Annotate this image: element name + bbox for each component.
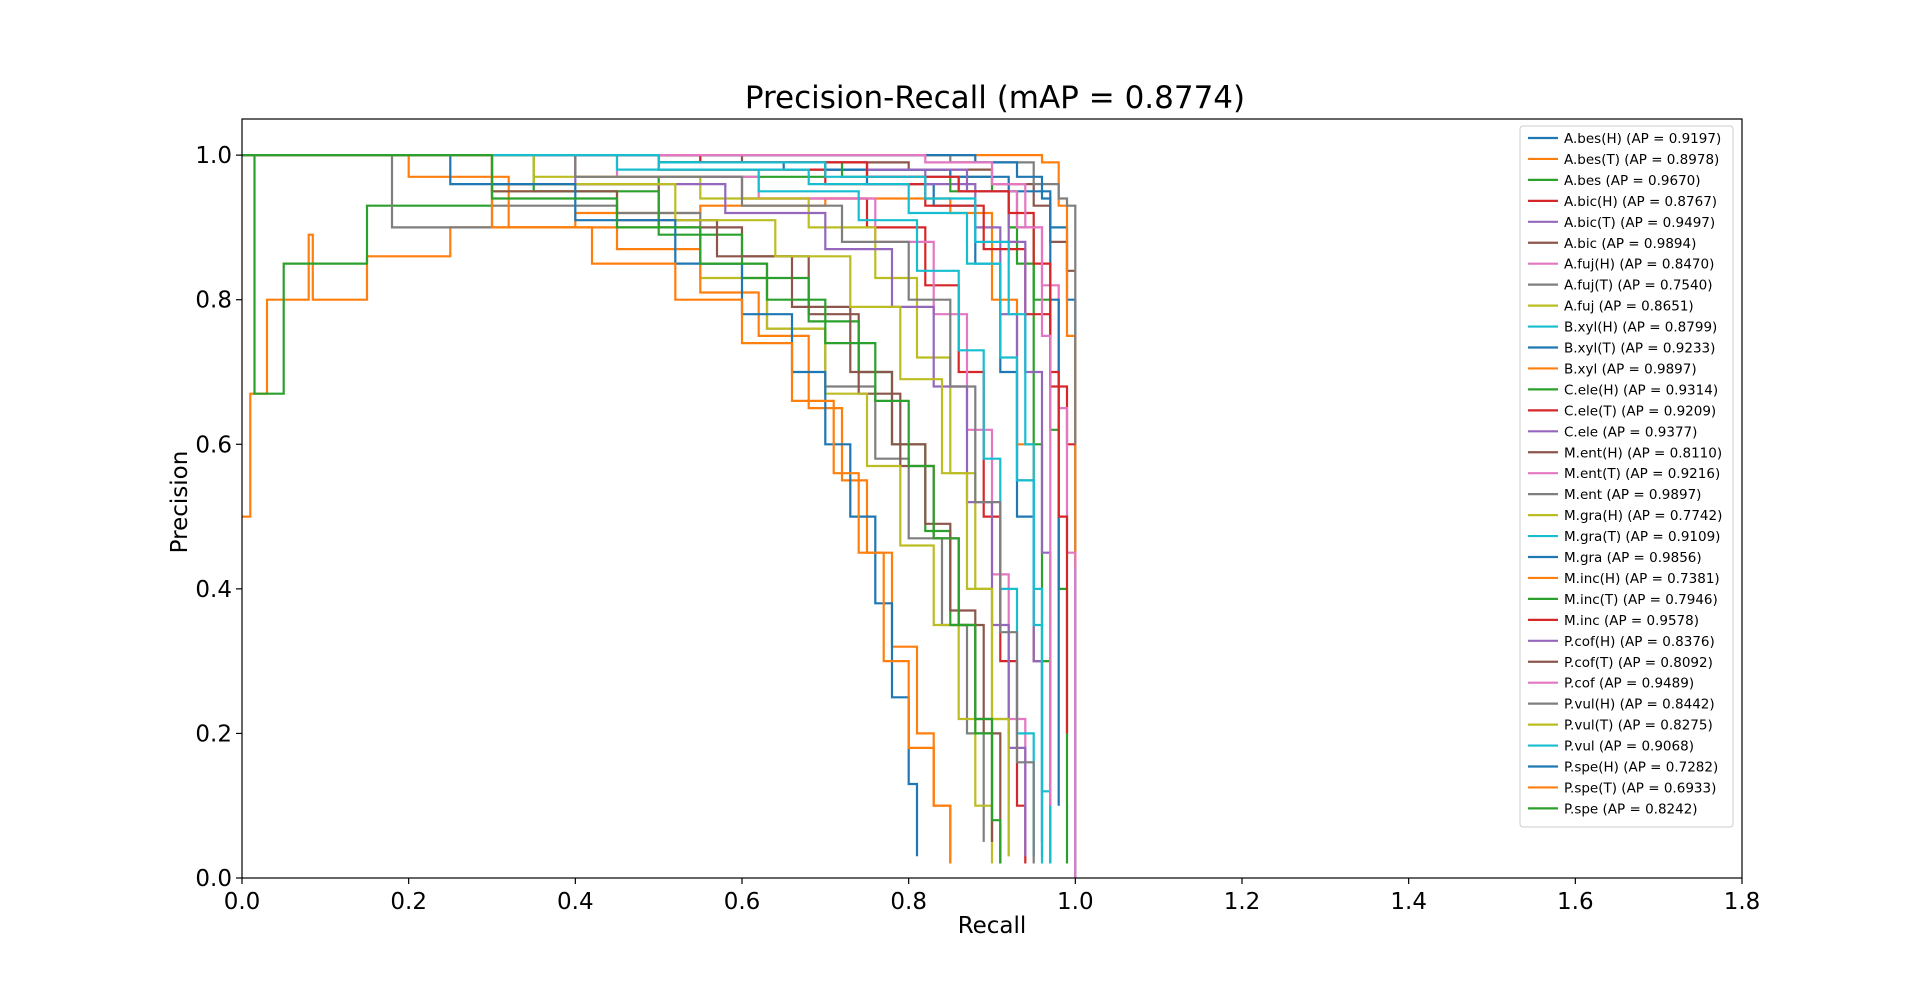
legend-label: P.spe(T) (AP = 0.6933) [1564,780,1716,796]
y-tick-label: 0.0 [195,866,232,892]
series-line-20 [242,154,1060,806]
legend-label: M.inc(T) (AP = 0.7946) [1564,592,1718,608]
legend-label: A.bic(H) (AP = 0.8767) [1564,194,1717,210]
y-tick-label: 0.6 [195,432,232,458]
legend-label: M.ent(T) (AP = 0.9216) [1564,466,1720,482]
legend-label: P.spe (AP = 0.8242) [1564,801,1698,817]
legend-label: P.cof (AP = 0.9489) [1564,676,1694,692]
legend-label: B.xyl(H) (AP = 0.8799) [1564,320,1717,336]
legend-label: A.bes (AP = 0.9670) [1564,173,1701,189]
series-line-28 [242,154,1010,857]
legend-label: P.vul(H) (AP = 0.8442) [1564,697,1715,713]
legend-label: A.fuj(H) (AP = 0.8470) [1564,257,1714,273]
series-line-30 [242,154,919,857]
legend-label: M.inc (AP = 0.9578) [1564,613,1699,629]
axes-frame [241,118,1743,879]
legend-label: M.gra(T) (AP = 0.9109) [1564,529,1720,545]
legend-label: M.ent(H) (AP = 0.8110) [1564,445,1722,461]
series-layer [242,154,1077,878]
series-line-32 [242,154,1002,864]
legend-label: A.fuj (AP = 0.8651) [1564,299,1694,315]
plot-area: 0.0 0.2 0.4 0.6 0.8 1.0 1.2 1.4 1.6 1.8 0.0 0.2 0.4… [195,118,1761,915]
legend-label: P.cof(T) (AP = 0.8092) [1564,655,1713,671]
x-tick-label: 1.6 [1557,889,1594,915]
legend-label: A.fuj(T) (AP = 0.7540) [1564,278,1712,294]
chart-title: Precision-Recall (mAP = 0.8774) [745,80,1245,116]
legend: A.bes(H) (AP = 0.9197) A.bes(T) (AP = 0.8… [1519,125,1734,828]
y-tick-label: 1.0 [195,143,232,169]
x-tick-label: 1.2 [1224,889,1261,915]
legend-label: P.spe(H) (AP = 0.7282) [1564,760,1718,776]
legend-label: C.ele (AP = 0.9377) [1564,424,1697,440]
y-axis-label: Precision [167,451,193,554]
x-tick-label: 1.8 [1724,889,1761,915]
legend-label: A.bic (AP = 0.9894) [1564,236,1696,252]
legend-label: A.bes(T) (AP = 0.8978) [1564,152,1719,168]
legend-label: A.bes(H) (AP = 0.9197) [1564,131,1721,147]
legend-label: B.xyl(T) (AP = 0.9233) [1564,341,1715,357]
series-line-31 [242,154,952,864]
x-tick-label: 1.0 [1057,889,1094,915]
y-tick-label: 0.8 [195,288,232,314]
series-line-24 [242,154,1027,857]
legend-label: C.ele(T) (AP = 0.9209) [1564,403,1716,419]
legend-label: P.vul(T) (AP = 0.8275) [1564,718,1713,734]
x-tick-label: 0.6 [724,889,761,915]
x-tick-label: 0.0 [224,889,261,915]
series-line-29 [242,154,1044,864]
legend-label: M.gra(H) (AP = 0.7742) [1564,508,1722,524]
y-axis-ticks: 0.0 0.2 0.4 0.6 0.8 1.0 [195,143,242,892]
legend-label: P.vul (AP = 0.9068) [1564,739,1694,755]
legend-label: M.ent (AP = 0.9897) [1564,487,1701,503]
x-tick-label: 0.8 [890,889,927,915]
x-axis-ticks: 0.0 0.2 0.4 0.6 0.8 1.0 1.2 1.4 1.6 1.8 [224,878,1761,915]
y-tick-label: 0.2 [195,721,232,747]
x-tick-label: 0.4 [557,889,594,915]
legend-label: C.ele(H) (AP = 0.9314) [1564,382,1718,398]
series-line-27 [242,154,1035,864]
legend-box [1519,125,1734,828]
legend-items: A.bes(H) (AP = 0.9197) A.bes(T) (AP = 0.8… [1528,131,1722,817]
legend-label: A.bic(T) (AP = 0.9497) [1564,215,1715,231]
legend-label: M.inc(H) (AP = 0.7381) [1564,571,1720,587]
x-tick-label: 0.2 [390,889,427,915]
legend-label: P.cof(H) (AP = 0.8376) [1564,634,1715,650]
x-tick-label: 1.4 [1390,889,1427,915]
y-tick-label: 0.4 [195,577,232,603]
series-line-26 [242,154,1052,806]
x-axis-label: Recall [958,913,1027,939]
legend-label: B.xyl (AP = 0.9897) [1564,361,1697,377]
legend-label: M.gra (AP = 0.9856) [1564,550,1702,566]
